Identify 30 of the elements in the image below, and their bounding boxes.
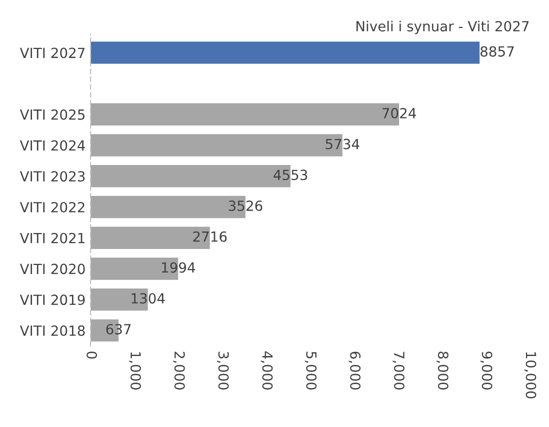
x-tick-label: 2,000 [172, 352, 185, 390]
data-label: 5734 [326, 138, 360, 150]
x-tick-label: 7,000 [392, 352, 404, 390]
y-tick-label: VITI 2019 [20, 294, 85, 306]
x-tick-label: 4,000 [260, 351, 273, 390]
chart-title: Niveli i synuar - Viti 2027 [356, 20, 529, 34]
y-tick-label: VITI 2027 [20, 48, 85, 58]
y-tick-label: VITI 2025 [20, 109, 85, 120]
data-label: 637 [106, 324, 131, 334]
x-tick-label: 10,000 [524, 352, 536, 398]
y-tick-label: VITI 2021 [20, 232, 84, 244]
data-label: 2716 [193, 231, 227, 242]
x-tick-label: 0 [86, 352, 98, 359]
data-label: 1304 [132, 293, 165, 304]
y-tick-label: VITI 2024 [20, 140, 85, 151]
bar [90, 42, 480, 64]
data-label: 3526 [228, 200, 262, 212]
x-tick-label: 5,000 [304, 352, 317, 390]
data-label: 8857 [480, 46, 514, 57]
data-label: 7024 [382, 108, 416, 118]
y-tick-label: VITI 2022 [20, 202, 84, 212]
y-tick-label: VITI 2023 [20, 171, 85, 182]
x-tick-label: 8,000 [436, 352, 448, 390]
x-tick-label: 6,000 [348, 352, 361, 390]
y-tick-label: VITI 2020 [20, 264, 85, 274]
data-label: 1994 [162, 262, 196, 273]
x-tick-label: 3,000 [216, 352, 229, 390]
x-tick-label: 9,000 [480, 352, 492, 390]
x-tick-label: 1,000 [129, 352, 141, 390]
y-tick-label: VITI 2018 [20, 325, 85, 336]
